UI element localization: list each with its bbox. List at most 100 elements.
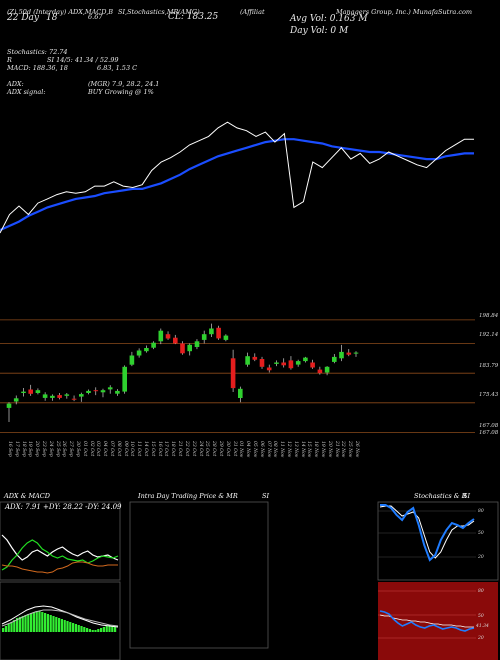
date-tick: 18 Oct (170, 441, 176, 457)
macd-bar (52, 616, 55, 632)
subpanel-frame (129, 501, 269, 649)
candle-body (274, 362, 279, 364)
date-tick: 23 Oct (190, 441, 196, 457)
header-indicators-2: SI,Stochastics,MR (118, 8, 179, 16)
date-tick: 04 Oct (102, 441, 108, 457)
date-tick: 16 Oct (156, 441, 162, 457)
date-tick: 11 Nov (279, 441, 285, 458)
candle-body (6, 403, 12, 408)
macd-value: MACD: 188.36, 18 (7, 64, 68, 72)
intraday-title: Intra Day Trading Price & MR (138, 492, 238, 500)
date-tick: 09 Oct (122, 441, 128, 457)
price-line (0, 121, 474, 234)
header-volume-number: 6.67 (88, 13, 103, 21)
candle-body (259, 359, 265, 367)
date-tick: 25 Oct (204, 441, 210, 457)
price-tick: 198.84 (479, 313, 499, 319)
adx-line (1, 534, 119, 561)
date-tick: 24 Oct (197, 441, 203, 457)
macd-bar (16, 618, 19, 632)
macd-bar (55, 617, 58, 632)
candle-body (136, 350, 142, 356)
macd-bar (32, 612, 35, 632)
day-volume: Day Vol: 0 M (290, 26, 349, 36)
macd-bar (108, 625, 111, 632)
candle-body (216, 327, 221, 339)
date-tick: 29 Oct (217, 441, 223, 457)
date-tick: 22 Oct (183, 441, 189, 457)
stoch-fast-line (380, 504, 475, 562)
candle-body (353, 352, 359, 354)
macd-bar (111, 626, 114, 632)
macd-bar (94, 630, 97, 632)
candle-body (115, 390, 120, 394)
price-tick: 183.79 (479, 363, 499, 369)
date-tick: 27 Sep (68, 441, 74, 457)
date-tick: 07 Oct (109, 441, 115, 457)
adx-macd-title: ADX & MACD (4, 492, 50, 500)
adx-panel-values: ADX: 7.91 +DY: 28.22 -DY: 24.09 (5, 503, 122, 511)
candle-body (173, 337, 178, 344)
date-tick: 03 Oct (95, 441, 101, 457)
macd-bar (30, 613, 33, 632)
macd-bar (72, 623, 75, 632)
macd-bar (86, 628, 89, 632)
macd-bar (41, 612, 44, 632)
macd-bar (88, 629, 91, 632)
macd-line (1, 605, 119, 628)
subpanel-frame (0, 501, 121, 581)
candle-body (165, 334, 171, 339)
candle-body (144, 348, 149, 352)
candle-body (93, 390, 99, 392)
candle-body (317, 369, 323, 374)
candle-body (194, 341, 200, 347)
header-period-num: 18 (46, 13, 58, 23)
date-tick: 15 Nov (306, 441, 312, 458)
candle-body (303, 357, 308, 362)
header-company-a: (Affiliat (240, 8, 265, 16)
macd-bar (13, 620, 16, 632)
date-tick: 08 Oct (115, 441, 121, 457)
macd-bar (4, 626, 7, 632)
date-tick: 24 Sep (47, 441, 53, 457)
candle-body (42, 394, 48, 398)
date-tick: 21 Oct (177, 441, 183, 457)
date-tick: 10 Oct (129, 441, 135, 457)
date-tick: 15 Oct (149, 441, 155, 457)
macd-bar (97, 629, 100, 632)
macd-bar (38, 611, 41, 632)
si-values: SI 14/5: 41.34 / 52.99 (47, 56, 119, 64)
date-tick: 31 Oct (231, 441, 237, 457)
candle-body (180, 343, 185, 354)
candle-body (230, 358, 236, 389)
rsi-tick: 50 (478, 614, 484, 619)
candle-body (13, 398, 19, 402)
macd-bar (60, 619, 63, 632)
candle-body (223, 335, 229, 340)
candle-body (158, 330, 164, 342)
candle-body (266, 367, 272, 371)
candle-body (57, 395, 62, 398)
candle-body (288, 360, 294, 369)
macd-bar (24, 615, 27, 632)
date-tick: 20 Sep (34, 441, 40, 457)
macd-bar (102, 627, 105, 632)
date-tick: 18 Nov (313, 441, 319, 458)
rsi-slow-line (379, 614, 474, 628)
header-ticker: (AMG) (178, 8, 200, 16)
date-tick: 26 Sep (61, 441, 67, 457)
rsi-line (379, 610, 475, 632)
macd-bar (77, 625, 80, 632)
date-tick: 30 Oct (224, 441, 230, 457)
date-tick: 06 Nov (258, 441, 264, 458)
candle-body (86, 390, 91, 393)
date-tick: 07 Nov (265, 441, 271, 458)
candle-body (28, 389, 33, 394)
candle-body (71, 398, 77, 400)
stoch-title: Stochastics & R (414, 492, 467, 500)
candle-body (79, 394, 84, 397)
macd-bar (100, 628, 103, 632)
candle-body (187, 344, 192, 352)
candle-body (295, 361, 301, 365)
stochastics-value: Stochastics: 72.74 (7, 48, 68, 56)
